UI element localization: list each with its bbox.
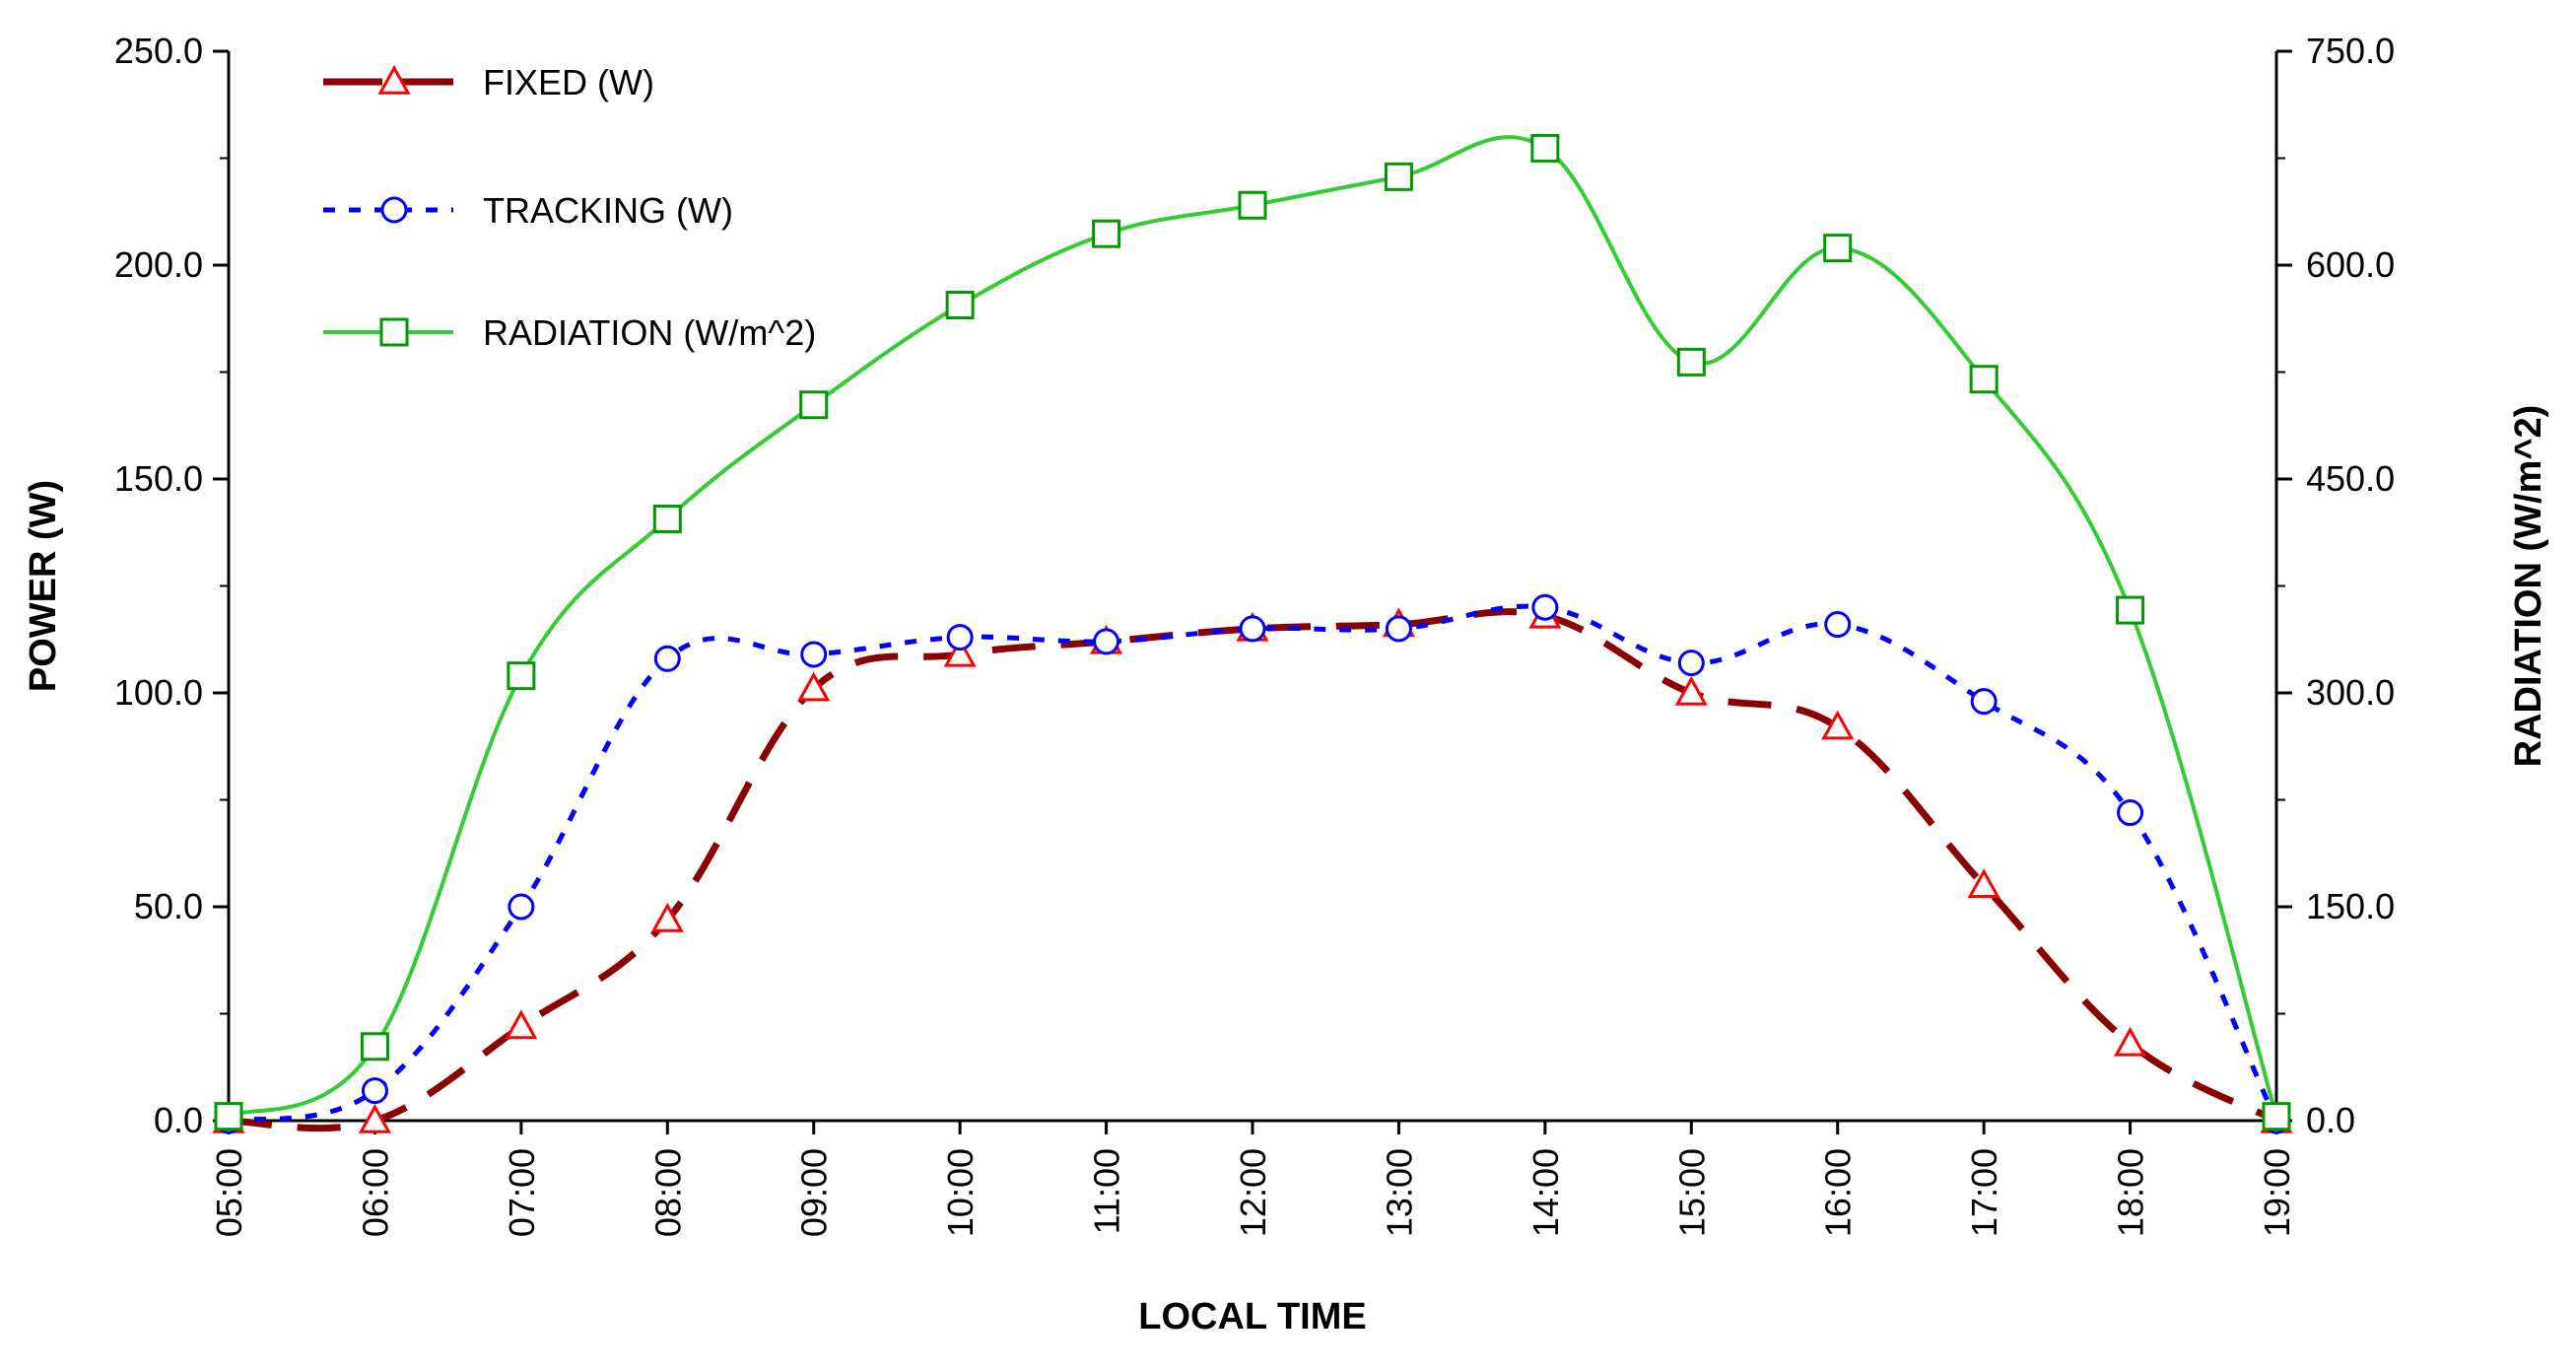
data-point <box>1093 628 1120 655</box>
data-point <box>2117 799 2144 827</box>
y-tick-label-left: 150.0 <box>114 458 203 499</box>
y-axis-title-right: RADIATION (W/m^2) <box>2508 405 2549 768</box>
data-point <box>1823 234 1853 263</box>
legend-marker <box>377 64 411 95</box>
data-point <box>799 390 829 420</box>
data-point <box>507 661 536 691</box>
legend-label: FIXED (W) <box>483 62 654 103</box>
data-point <box>1238 190 1267 220</box>
data-point <box>1824 611 1852 639</box>
series-line <box>228 603 2279 1124</box>
legend-marker <box>380 196 408 224</box>
y-tick-label-left: 100.0 <box>114 672 203 713</box>
data-point <box>946 624 974 651</box>
x-tick-label: 11:00 <box>1087 1148 1127 1234</box>
data-point <box>1530 133 1560 163</box>
x-axis-title: LOCAL TIME <box>1138 1296 1367 1337</box>
data-point <box>358 1103 391 1133</box>
data-point <box>797 671 831 702</box>
x-tick-label: 09:00 <box>794 1148 835 1237</box>
y-tick-label-right: 300.0 <box>2306 672 2395 713</box>
x-tick-label: 18:00 <box>2111 1148 2151 1237</box>
data-point <box>800 641 828 668</box>
data-point <box>650 902 684 932</box>
data-point <box>943 637 977 667</box>
x-tick-label: 07:00 <box>502 1148 542 1237</box>
y-tick-label-right: 750.0 <box>2306 31 2395 71</box>
y-tick-label-right: 150.0 <box>2306 886 2395 926</box>
y-tick-label-left: 250.0 <box>114 31 203 71</box>
data-point <box>1677 650 1705 677</box>
x-tick-label: 06:00 <box>355 1148 395 1237</box>
x-tick-label: 12:00 <box>1233 1148 1273 1237</box>
data-point <box>1531 593 1559 621</box>
data-point <box>361 1077 388 1105</box>
data-point <box>214 1102 243 1131</box>
x-tick-label: 19:00 <box>2257 1148 2297 1237</box>
x-tick-label: 14:00 <box>1525 1148 1566 1237</box>
x-tick-label: 10:00 <box>940 1148 981 1237</box>
data-point <box>2116 595 2145 625</box>
x-tick-label: 15:00 <box>1671 1148 1712 1237</box>
data-point <box>1676 347 1706 377</box>
y-tick-label-right: 0.0 <box>2306 1100 2355 1140</box>
legend-label: TRACKING (W) <box>483 190 733 231</box>
data-point <box>2262 1102 2291 1131</box>
data-point <box>653 645 681 672</box>
y-tick-label-left: 0.0 <box>154 1100 203 1140</box>
x-tick-label: 13:00 <box>1379 1148 1419 1237</box>
x-tick-label: 05:00 <box>209 1148 249 1237</box>
data-point <box>1970 688 1998 716</box>
y-tick-label-left: 200.0 <box>114 244 203 285</box>
x-tick-label: 17:00 <box>1964 1148 2004 1237</box>
data-point <box>1967 868 2000 898</box>
data-point <box>1674 675 1708 706</box>
axes: 0.0 50.0 100.0 150.0 200.0 250.0 0.0 150.0 300.0… <box>114 31 2395 1237</box>
series-line <box>228 608 2278 1132</box>
y-axis-title-left: POWER (W) <box>23 480 64 692</box>
x-tick-label: 08:00 <box>647 1148 688 1237</box>
data-point <box>945 291 975 320</box>
x-tick-label: 16:00 <box>1818 1148 1859 1237</box>
data-point <box>1092 219 1121 248</box>
legend-marker <box>379 317 409 347</box>
series-layer <box>212 133 2293 1134</box>
data-point <box>652 505 682 534</box>
data-point <box>1385 615 1412 643</box>
y-tick-label-right: 600.0 <box>2306 244 2395 285</box>
data-point <box>1821 710 1855 740</box>
y-tick-label-right: 450.0 <box>2306 458 2395 499</box>
data-point <box>505 1009 538 1040</box>
data-point <box>508 893 535 921</box>
data-point <box>360 1032 389 1062</box>
legend-label: RADIATION (W/m^2) <box>483 312 816 353</box>
data-point <box>1384 162 1413 191</box>
series-radiation-w-m <box>214 133 2291 1131</box>
data-point <box>2114 1026 2147 1057</box>
legend: FIXED (W) TRACKING (W) RADIATION (W/m^2) <box>323 62 816 353</box>
data-point <box>1969 365 1999 394</box>
y-tick-label-left: 50.0 <box>134 886 203 926</box>
data-point <box>1239 615 1266 643</box>
